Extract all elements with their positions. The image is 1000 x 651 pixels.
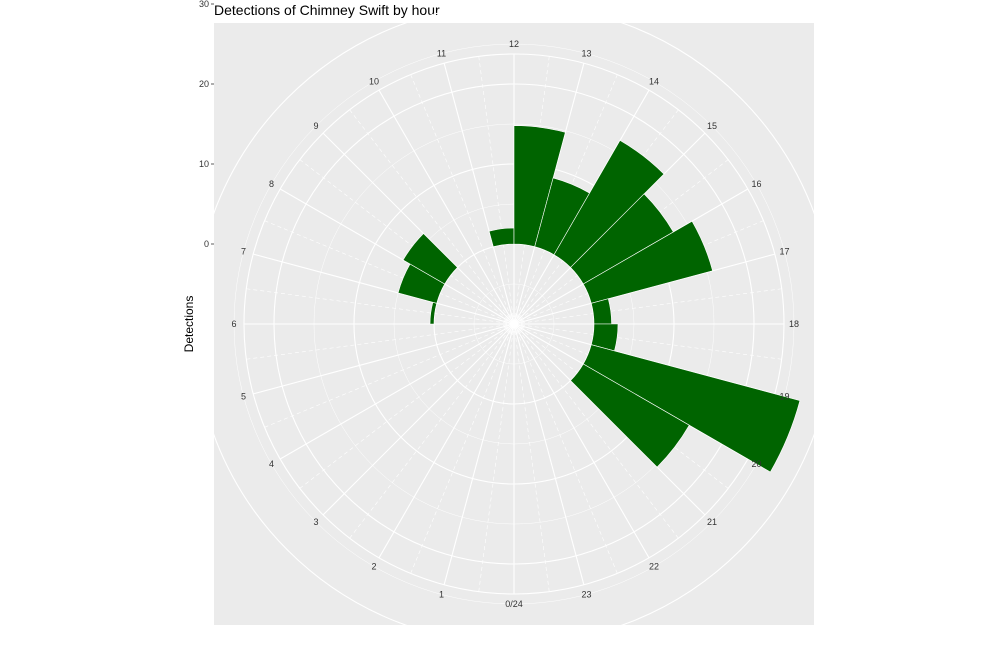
- grid-spoke-minor: [299, 323, 515, 489]
- grid-spoke-minor: [513, 288, 782, 325]
- label-layer: 0/24123456789101112131415161718192021222…: [199, 0, 799, 609]
- bar-layer: [397, 125, 801, 473]
- grid-spoke-minor: [513, 323, 550, 592]
- y-tick-label: 20: [199, 79, 209, 89]
- grid-spoke-major: [279, 323, 515, 460]
- grid-spoke-major: [253, 323, 515, 395]
- hour-label-4: 4: [269, 459, 274, 469]
- chart-title: Detections of Chimney Swift by hour: [214, 2, 440, 18]
- grid-spoke-minor: [478, 56, 515, 325]
- bar-hour-20: [570, 363, 690, 468]
- grid-spoke-major: [513, 323, 585, 585]
- grid-spoke-minor: [513, 323, 782, 360]
- grid-spoke-minor: [299, 159, 515, 325]
- bar-hour-19: [582, 344, 801, 473]
- hour-label-21: 21: [707, 517, 717, 527]
- hour-label-23: 23: [581, 589, 591, 599]
- grid-spoke-minor: [246, 288, 515, 325]
- hour-label-6: 6: [231, 319, 236, 329]
- bar-hour-17: [590, 298, 612, 325]
- bar-hour-12: [513, 125, 566, 248]
- hour-label-16: 16: [751, 179, 761, 189]
- grid-layer: [193, 3, 835, 645]
- bar-hour-8: [402, 233, 458, 285]
- grid-spoke-major: [279, 188, 515, 325]
- grid-spoke-minor: [513, 323, 618, 574]
- grid-spoke-major: [253, 253, 515, 325]
- hour-label-1: 1: [439, 589, 444, 599]
- hour-label-9: 9: [314, 121, 319, 131]
- hour-label-20: 20: [751, 459, 761, 469]
- hour-label-10: 10: [369, 77, 379, 87]
- grid-spoke-major: [443, 323, 515, 585]
- grid-spoke-major: [513, 323, 650, 559]
- hour-label-5: 5: [241, 391, 246, 401]
- hour-label-17: 17: [779, 247, 789, 257]
- grid-spoke-minor: [410, 74, 515, 325]
- hour-label-15: 15: [707, 121, 717, 131]
- bar-hour-16: [582, 220, 713, 304]
- grid-spoke-minor: [246, 323, 515, 360]
- y-tick-label: 30: [199, 0, 209, 9]
- y-tick-label: 10: [199, 159, 209, 169]
- hour-label-19: 19: [779, 391, 789, 401]
- grid-spoke-minor: [349, 109, 515, 325]
- grid-spoke-major: [322, 323, 515, 516]
- hour-label-13: 13: [581, 49, 591, 59]
- grid-spoke-minor: [478, 323, 515, 592]
- hour-label-3: 3: [314, 517, 319, 527]
- hour-label-0: 0/24: [505, 599, 523, 609]
- hour-label-11: 11: [437, 49, 446, 59]
- grid-spoke-major: [322, 132, 515, 325]
- grid-spoke-minor: [349, 323, 515, 539]
- grid-spoke-minor: [410, 323, 515, 574]
- hour-label-7: 7: [241, 247, 246, 257]
- grid-spoke-minor: [264, 323, 515, 428]
- hour-label-22: 22: [649, 561, 659, 571]
- grid-spoke-minor: [264, 220, 515, 325]
- hour-label-2: 2: [371, 561, 376, 571]
- grid-spoke-major: [378, 89, 515, 325]
- grid-circle-major: [193, 3, 835, 645]
- bar-hour-11: [488, 227, 515, 248]
- y-axis-label: Detections: [182, 296, 196, 353]
- hour-label-12: 12: [509, 39, 519, 49]
- bar-hour-14: [553, 139, 665, 268]
- y-tick-label: 0: [204, 239, 209, 249]
- hour-label-14: 14: [649, 77, 659, 87]
- hour-label-8: 8: [269, 179, 274, 189]
- grid-spoke-major: [443, 63, 515, 325]
- grid-circle-minor: [233, 43, 795, 605]
- hour-label-18: 18: [789, 319, 799, 329]
- grid-spoke-minor: [513, 323, 679, 539]
- grid-spoke-major: [378, 323, 515, 559]
